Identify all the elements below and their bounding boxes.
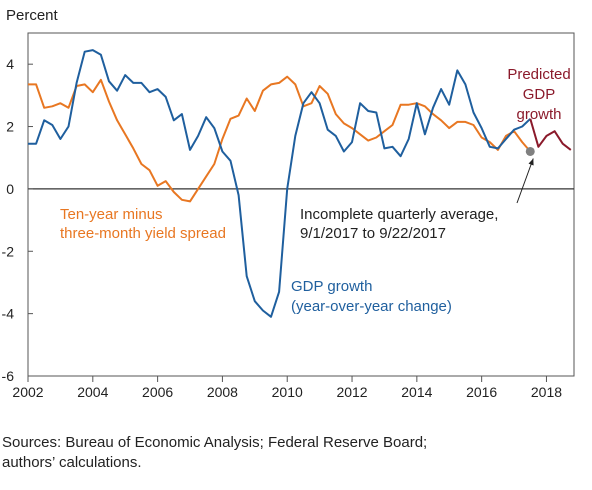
y-axis: 4 2 0 -2 -4 -6 <box>2 56 33 384</box>
yield-spread-line <box>28 75 532 203</box>
y-tick-label: 4 <box>6 56 14 72</box>
yield-spread-annotation: three-month yield spread <box>60 225 226 242</box>
x-tick-label: 2002 <box>12 384 43 400</box>
y-tick-label: 0 <box>6 181 14 197</box>
x-tick-label: 2006 <box>142 384 173 400</box>
incomplete-quarter-marker <box>525 146 535 156</box>
y-tick-label: 2 <box>6 119 14 135</box>
annotations: Ten-year minus three-month yield spread GD… <box>60 66 571 315</box>
predicted-gdp-annotation: GDP <box>523 86 556 103</box>
annotation-arrow <box>516 158 534 204</box>
gdp-growth-annotation: GDP growth <box>291 278 372 295</box>
annotation-arrowhead <box>528 158 534 166</box>
predicted-gdp-line <box>529 118 572 151</box>
y-tick-label: -4 <box>2 306 15 322</box>
incomplete-quarter-annotation: Incomplete quarterly average, <box>300 206 498 223</box>
source-note: Sources: Bureau of Economic Analysis; Fe… <box>2 433 562 473</box>
x-tick-label: 2016 <box>466 384 497 400</box>
x-tick-label: 2004 <box>77 384 108 400</box>
plot-frame <box>27 32 575 377</box>
predicted-gdp-annotation: growth <box>516 106 561 123</box>
y-tick-label: -2 <box>2 243 15 259</box>
x-tick-label: 2014 <box>401 384 432 400</box>
line-chart: 420-2-4-6 2002 2004 2006 2008 2010 2012 2014 20… <box>2 7 575 400</box>
x-tick-label: 2012 <box>336 384 367 400</box>
incomplete-quarter-annotation: 9/1/2017 to 9/22/2017 <box>300 225 446 242</box>
x-tick-label: 2010 <box>272 384 303 400</box>
gdp-growth-annotation: (year-over-year change) <box>291 298 452 315</box>
x-tick-label: 2018 <box>531 384 562 400</box>
x-tick-label: 2008 <box>207 384 238 400</box>
x-axis: 2002 2004 2006 2008 2010 2012 2014 2016 2018 <box>12 376 562 400</box>
y-tick-label: -6 <box>2 368 15 384</box>
y-axis-label: Percent <box>6 7 59 24</box>
yield-spread-annotation: Ten-year minus <box>60 206 163 223</box>
plot-border <box>27 32 575 377</box>
source-line-2: authors’ calculations. <box>2 454 142 471</box>
series-lines <box>28 49 572 318</box>
predicted-gdp-annotation: Predicted <box>507 66 570 83</box>
gdp-growth-line <box>28 49 531 318</box>
source-line-1: Sources: Bureau of Economic Analysis; Fe… <box>2 434 428 451</box>
